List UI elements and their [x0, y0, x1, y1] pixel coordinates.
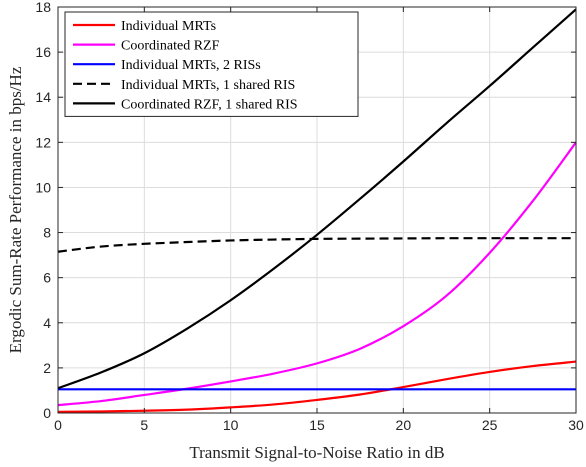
axis-ticks: 0 5 10 15 20 25 30 0 2 4 6 8 10 12 14 16 18 [35, 0, 584, 433]
legend-label: Coordinated RZF, 1 shared RIS [121, 97, 298, 112]
x-tick-label: 20 [396, 417, 412, 433]
legend: Individual MRTs Coordinated RZF Individual… [64, 11, 359, 117]
legend-label: Individual MRTs, 2 RISs [121, 58, 261, 73]
y-tick-label: 14 [35, 89, 51, 105]
legend-label: Coordinated RZF [121, 39, 220, 54]
x-tick-label: 10 [223, 417, 239, 433]
x-tick-label: 25 [482, 417, 498, 433]
y-axis-label: Ergodic Sum-Rate Performance in bps/Hz [6, 66, 25, 353]
y-tick-label: 6 [43, 270, 51, 286]
series-line-individual-mrts-1-shared-ris [57, 237, 576, 253]
x-tick-label: 0 [54, 417, 62, 433]
x-tick-label: 5 [140, 417, 148, 433]
legend-label: Individual MRTs, 1 shared RIS [121, 78, 295, 93]
y-tick-label: 18 [35, 0, 51, 15]
x-tick-label: 15 [309, 417, 325, 433]
y-tick-label: 4 [43, 315, 51, 331]
legend-label: Individual MRTs [121, 19, 216, 34]
series-line-coordinated-rzf-1-shared-ris [57, 8, 577, 390]
series-line-coordinated-rzf [57, 141, 577, 407]
y-tick-label: 16 [35, 44, 51, 60]
x-axis-label: Transmit Signal-to-Noise Ratio in dB [189, 443, 444, 462]
y-tick-label: 12 [35, 134, 51, 150]
x-tick-label: 30 [568, 417, 584, 433]
y-tick-label: 8 [43, 225, 51, 241]
y-tick-label: 10 [35, 179, 51, 195]
y-tick-label: 2 [43, 360, 51, 376]
y-tick-label: 0 [43, 405, 51, 421]
